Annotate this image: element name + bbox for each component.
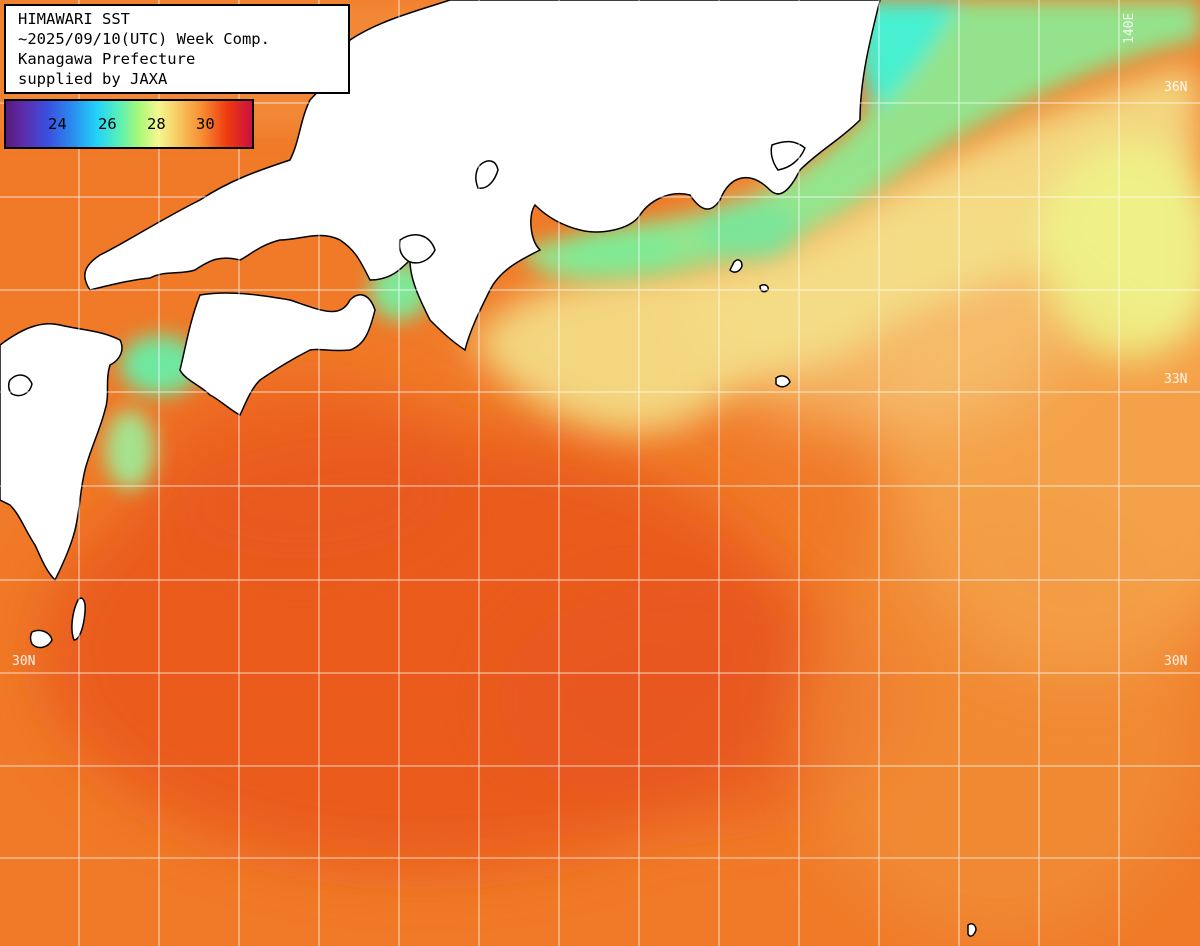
warm-core (40, 380, 900, 870)
lat-label-30n-left: 30N (12, 654, 36, 669)
colorbar-tick-24: 24 (48, 115, 67, 133)
title-line-supplier: supplied by JAXA (18, 70, 168, 88)
temperature-colorbar: 24 26 28 30 (4, 99, 254, 149)
colorbar-tick-30: 30 (196, 115, 215, 133)
lat-label-33n: 33N (1164, 372, 1188, 387)
title-box: HIMAWARI SST ~2025/09/10(UTC) Week Comp.… (4, 4, 350, 94)
lat-label-36n: 36N (1164, 80, 1188, 95)
colorbar-tick-26: 26 (98, 115, 117, 133)
title-line-prefecture: Kanagawa Prefecture (18, 50, 196, 68)
coastal-green (105, 0, 1200, 490)
title-line-date: ~2025/09/10(UTC) Week Comp. (18, 30, 270, 48)
lon-label-136e: 136E (482, 6, 497, 38)
title-line-product: HIMAWARI SST (18, 10, 130, 28)
colorbar-tick-28: 28 (147, 115, 166, 133)
landmass (0, 0, 977, 937)
lat-label-30n-right: 30N (1164, 654, 1188, 669)
cool-band (470, 60, 1200, 434)
lon-label-140e: 140E (1122, 12, 1137, 44)
